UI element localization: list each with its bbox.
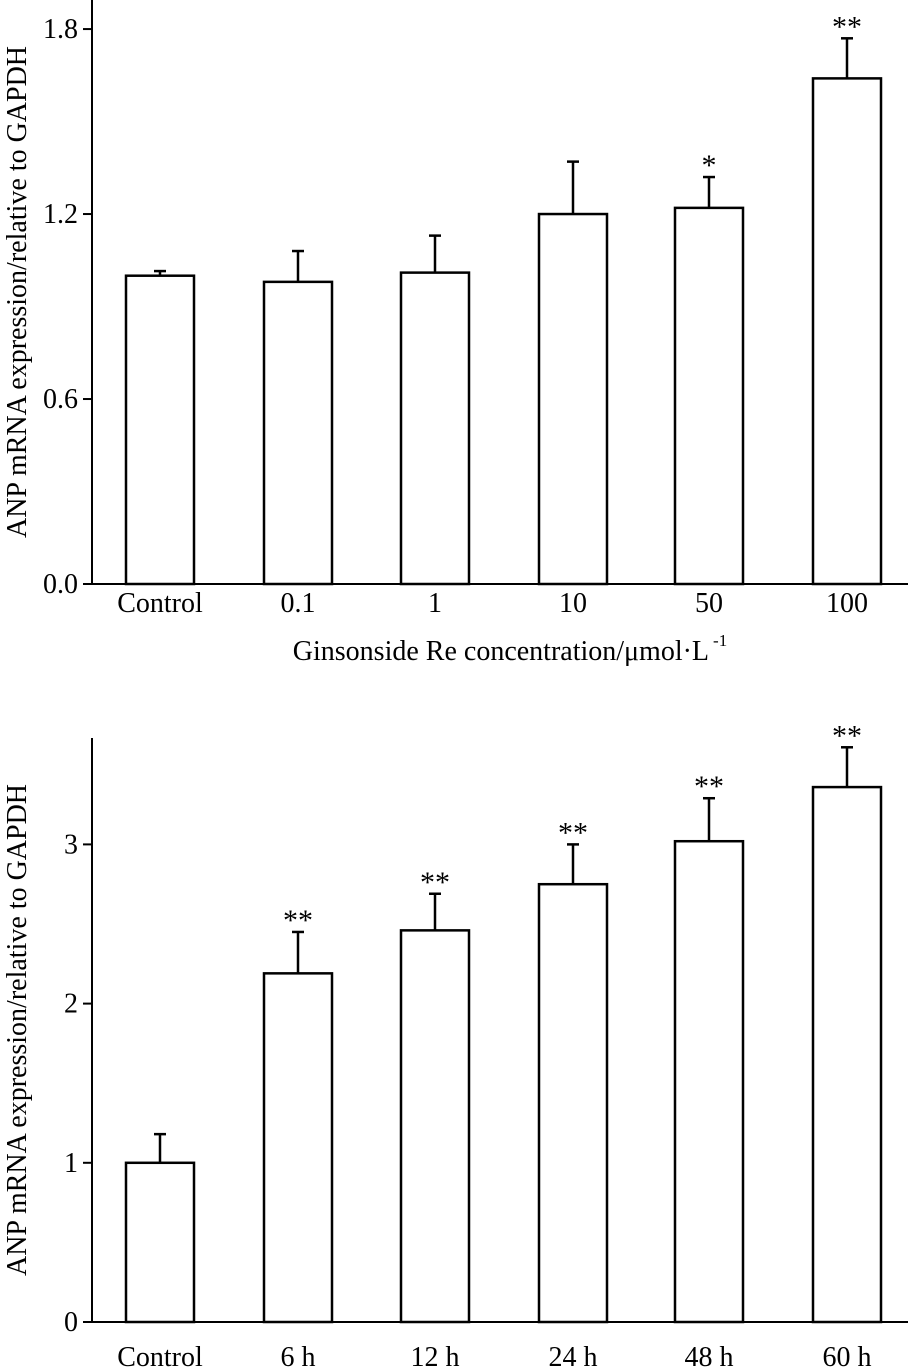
x-tick-label: 0.1 bbox=[281, 588, 316, 619]
x-tick-label: 60 h bbox=[823, 1342, 872, 1369]
y-axis-label: ANP mRNA expression/relative to GAPDH bbox=[2, 784, 33, 1276]
bar bbox=[399, 271, 471, 586]
y-tick-label: 1 bbox=[64, 1148, 78, 1179]
y-tick-label: 0.6 bbox=[43, 384, 78, 415]
x-axis-label: Ginsonside Re concentration/μmol·L -1 bbox=[293, 631, 727, 667]
significance-mark: ** bbox=[832, 10, 862, 43]
x-tick-label: 48 h bbox=[685, 1342, 734, 1369]
significance-mark: ** bbox=[420, 866, 450, 899]
significance-mark: ** bbox=[558, 816, 588, 849]
bar bbox=[262, 972, 334, 1324]
bar bbox=[124, 1161, 196, 1324]
y-tick-label: 2 bbox=[64, 989, 78, 1020]
bar bbox=[124, 274, 196, 586]
y-axis-label: ANP mRNA expression/relative to GAPDH bbox=[2, 46, 33, 538]
x-tick-label: 50 bbox=[695, 588, 723, 619]
x-tick-label: Control bbox=[117, 588, 203, 619]
x-tick-label: 24 h bbox=[549, 1342, 598, 1369]
x-tick-label: 10 bbox=[559, 588, 587, 619]
x-tick-label: 100 bbox=[826, 588, 868, 619]
x-tick-label: 1 bbox=[428, 588, 442, 619]
x-tick-label: 12 h bbox=[411, 1342, 460, 1369]
x-tick-label: 6 h bbox=[281, 1342, 316, 1369]
bar bbox=[537, 212, 609, 586]
x-axis-label-superscript: -1 bbox=[713, 631, 727, 650]
bar bbox=[673, 839, 745, 1324]
bar bbox=[399, 929, 471, 1324]
significance-mark: * bbox=[702, 149, 717, 182]
significance-mark: ** bbox=[832, 719, 862, 752]
bar bbox=[673, 206, 745, 586]
significance-mark: ** bbox=[694, 770, 724, 803]
significance-mark: ** bbox=[283, 904, 313, 937]
bar bbox=[537, 882, 609, 1324]
bar bbox=[811, 77, 883, 586]
bar bbox=[262, 280, 334, 586]
y-tick-label: 0.0 bbox=[43, 569, 78, 600]
chart-concentration: 0.0 0.6 1.2 1.8 Control 0.1 1 10 * 50 ** 100 ANP mRN… bbox=[2, 0, 908, 667]
y-tick-label: 3 bbox=[64, 829, 78, 860]
y-tick-label: 0 bbox=[64, 1307, 78, 1338]
x-tick-label: Control bbox=[117, 1342, 203, 1369]
chart-time-course: 0 1 2 3 Control ** 6 h ** 12 h ** 24 h ** 48 h ** 60 h… bbox=[2, 719, 908, 1369]
y-tick-label: 1.2 bbox=[43, 199, 78, 230]
bar bbox=[811, 785, 883, 1324]
x-axis-label-text: Ginsonside Re concentration/μmol·L bbox=[293, 636, 709, 667]
y-tick-label: 1.8 bbox=[43, 14, 78, 45]
